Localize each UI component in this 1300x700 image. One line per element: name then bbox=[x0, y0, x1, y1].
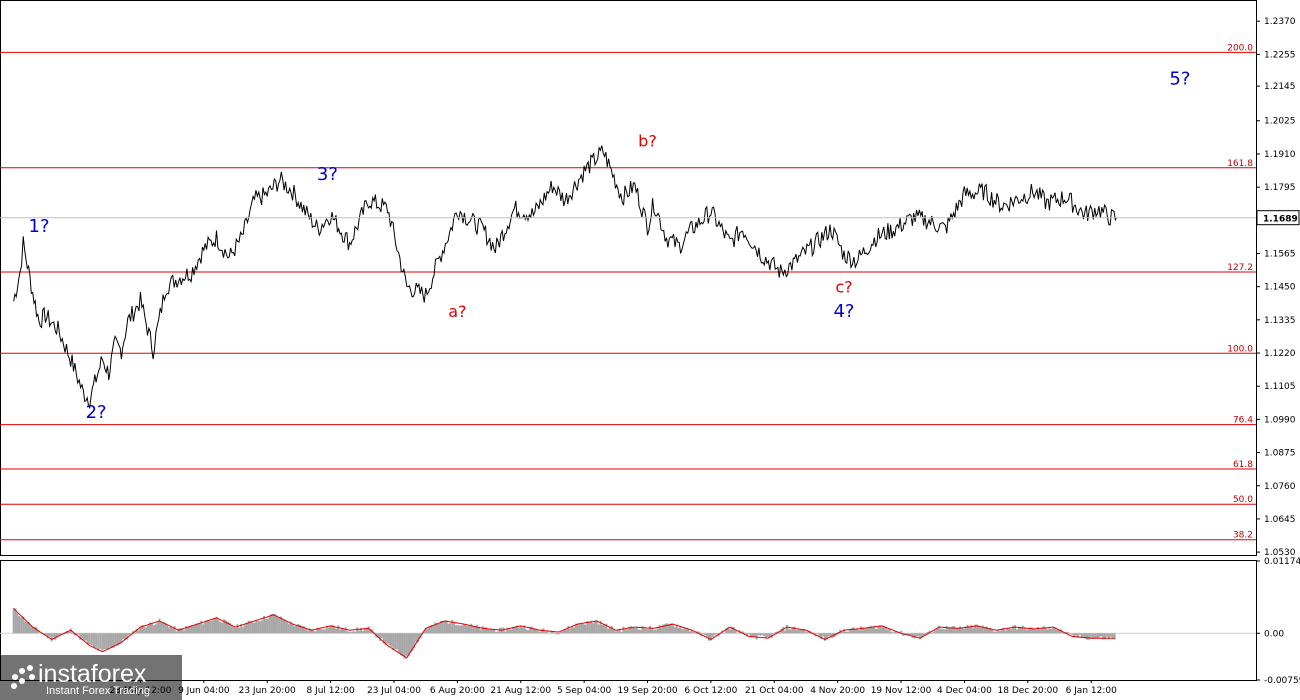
current-price-label: 1.1689 bbox=[1263, 215, 1298, 225]
date-tick-label: 21 Oct 04:00 bbox=[745, 686, 804, 696]
oscillator-tick-label: 0.00 bbox=[1264, 629, 1284, 639]
price-tick-label: 1.1450 bbox=[1264, 283, 1296, 293]
price-tick-label: 1.2370 bbox=[1264, 17, 1296, 27]
price-tick-label: 1.0875 bbox=[1264, 449, 1296, 459]
oscillator-tick-label: 0.01174 bbox=[1264, 557, 1300, 567]
price-tick-label: 1.0760 bbox=[1264, 482, 1296, 492]
fib-label: 76.4 bbox=[1233, 416, 1253, 426]
price-tick-label: 1.0645 bbox=[1264, 515, 1296, 525]
date-tick-label: 4 Dec 04:00 bbox=[937, 686, 992, 696]
date-tick-label: 8 Jul 12:00 bbox=[306, 686, 355, 696]
date-tick-label: 23 Jul 04:00 bbox=[367, 686, 421, 696]
price-tick-label: 1.0530 bbox=[1264, 548, 1296, 558]
date-tick-label: 6 Aug 20:00 bbox=[430, 686, 485, 696]
logo-tagline: Instant Forex Trading bbox=[46, 685, 150, 697]
date-tick-label: 6 Jan 12:00 bbox=[1066, 686, 1118, 696]
price-line bbox=[13, 145, 1118, 410]
logo-name: instaforex bbox=[38, 660, 147, 688]
wave-label: a? bbox=[448, 302, 466, 321]
oscillator-signal-line bbox=[13, 608, 1115, 659]
oscillator-frame bbox=[0, 560, 1257, 681]
oscillator-series bbox=[0, 607, 1256, 659]
price-tick-label: 1.0990 bbox=[1264, 415, 1296, 425]
date-tick-label: 4 Nov 20:00 bbox=[810, 686, 865, 696]
fib-label: 61.8 bbox=[1233, 460, 1253, 470]
fib-label: 38.2 bbox=[1233, 531, 1253, 541]
price-tick-label: 1.1910 bbox=[1264, 150, 1296, 160]
date-tick-label: 18 Dec 20:00 bbox=[998, 686, 1059, 696]
price-tick-label: 1.2145 bbox=[1264, 82, 1296, 92]
price-tick-label: 1.1565 bbox=[1264, 249, 1296, 259]
price-tick-label: 1.1105 bbox=[1264, 382, 1296, 392]
price-tick-label: 1.2255 bbox=[1264, 50, 1296, 60]
price-series bbox=[13, 145, 1118, 410]
fibonacci-levels: 200.0 161.8 127.2 100.0 76.4 61.8 50.0 38.2 bbox=[0, 43, 1256, 541]
price-tick-label: 1.1795 bbox=[1264, 183, 1296, 193]
date-tick-label: 19 Sep 20:00 bbox=[617, 686, 677, 696]
date-tick-label: 23 Jun 20:00 bbox=[239, 686, 296, 696]
price-axis: 1.2370 1.2255 1.2145 1.2025 1.1910 1.1795 1.15… bbox=[1256, 17, 1296, 558]
main-chart-frame bbox=[0, 0, 1257, 556]
wave-label: b? bbox=[638, 132, 657, 151]
wave-label: 3? bbox=[317, 164, 338, 185]
date-tick-label: 5 Sep 04:00 bbox=[557, 686, 612, 696]
logo-mark-icon bbox=[11, 665, 35, 689]
fib-label: 100.0 bbox=[1227, 344, 1253, 354]
fib-label: 200.0 bbox=[1227, 43, 1253, 53]
wave-label: 4? bbox=[833, 301, 854, 322]
price-tick-label: 1.1335 bbox=[1264, 316, 1296, 326]
fib-label: 161.8 bbox=[1227, 159, 1253, 169]
wave-label: c? bbox=[835, 277, 852, 296]
wave-label: 2? bbox=[86, 402, 107, 423]
price-tick-label: 1.2025 bbox=[1264, 117, 1296, 127]
date-tick-label: 21 Aug 12:00 bbox=[490, 686, 551, 696]
date-tick-label: 9 Jun 04:00 bbox=[178, 686, 230, 696]
instaforex-logo: instaforex Instant Forex Trading bbox=[0, 655, 182, 700]
price-tick-label: 1.1220 bbox=[1264, 349, 1296, 359]
date-tick-label: 6 Oct 12:00 bbox=[684, 686, 737, 696]
wave-labels: 1? 2? 3? a? b? c? 4? 5? bbox=[29, 69, 1191, 423]
wave-label: 5? bbox=[1169, 69, 1190, 90]
current-price-marker: 1.1689 bbox=[0, 210, 1300, 226]
current-price-box bbox=[1256, 210, 1300, 226]
fib-label: 50.0 bbox=[1233, 495, 1253, 505]
fib-label: 127.2 bbox=[1227, 263, 1253, 273]
wave-label: 1? bbox=[29, 216, 50, 237]
date-tick-label: 19 Nov 12:00 bbox=[871, 686, 932, 696]
